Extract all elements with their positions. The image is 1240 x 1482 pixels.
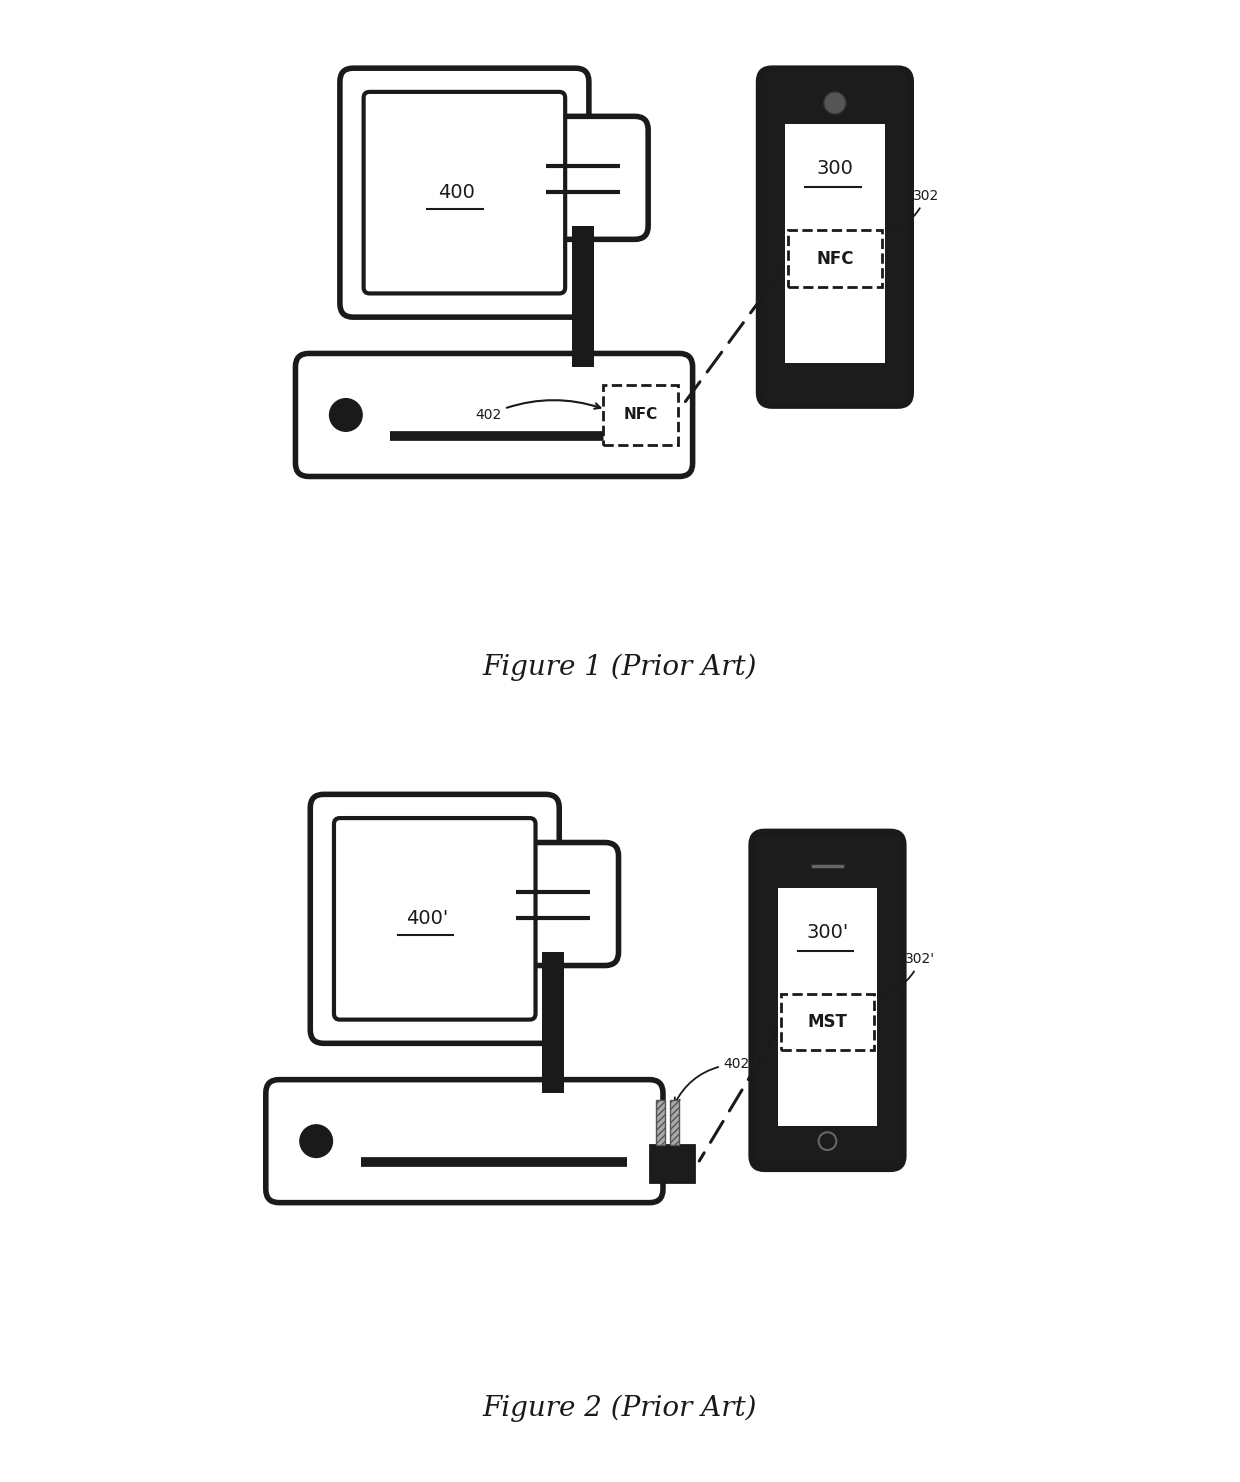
FancyBboxPatch shape bbox=[518, 117, 649, 239]
Text: 302: 302 bbox=[884, 190, 939, 234]
Text: Figure 2 (Prior Art): Figure 2 (Prior Art) bbox=[482, 1395, 758, 1421]
Text: 402: 402 bbox=[475, 400, 600, 422]
FancyBboxPatch shape bbox=[265, 1079, 663, 1203]
Bar bbox=[777, 888, 877, 1126]
Text: Figure 1 (Prior Art): Figure 1 (Prior Art) bbox=[482, 654, 758, 680]
FancyBboxPatch shape bbox=[781, 993, 874, 1049]
FancyBboxPatch shape bbox=[363, 92, 565, 293]
Bar bbox=[670, 1100, 678, 1144]
Bar bbox=[656, 1100, 665, 1144]
Circle shape bbox=[300, 1125, 332, 1157]
Text: 400': 400' bbox=[407, 910, 449, 928]
Text: MST: MST bbox=[807, 1012, 847, 1031]
Bar bbox=[572, 227, 594, 368]
Circle shape bbox=[330, 399, 362, 431]
FancyBboxPatch shape bbox=[603, 385, 678, 445]
FancyBboxPatch shape bbox=[789, 231, 882, 288]
FancyBboxPatch shape bbox=[334, 818, 536, 1020]
Bar bbox=[650, 1144, 694, 1183]
FancyBboxPatch shape bbox=[759, 68, 911, 406]
Text: 302': 302' bbox=[877, 953, 935, 997]
Text: 400: 400 bbox=[439, 184, 475, 202]
Bar bbox=[785, 124, 884, 363]
Text: 300': 300' bbox=[806, 923, 848, 941]
FancyBboxPatch shape bbox=[489, 842, 619, 966]
Text: 300: 300 bbox=[816, 160, 853, 178]
FancyBboxPatch shape bbox=[295, 353, 693, 477]
Circle shape bbox=[823, 92, 846, 114]
Bar bbox=[542, 951, 564, 1094]
FancyBboxPatch shape bbox=[310, 794, 559, 1043]
Text: NFC: NFC bbox=[816, 249, 853, 268]
Text: 402': 402' bbox=[675, 1057, 754, 1104]
FancyBboxPatch shape bbox=[751, 831, 904, 1169]
FancyBboxPatch shape bbox=[340, 68, 589, 317]
Text: NFC: NFC bbox=[624, 408, 657, 422]
